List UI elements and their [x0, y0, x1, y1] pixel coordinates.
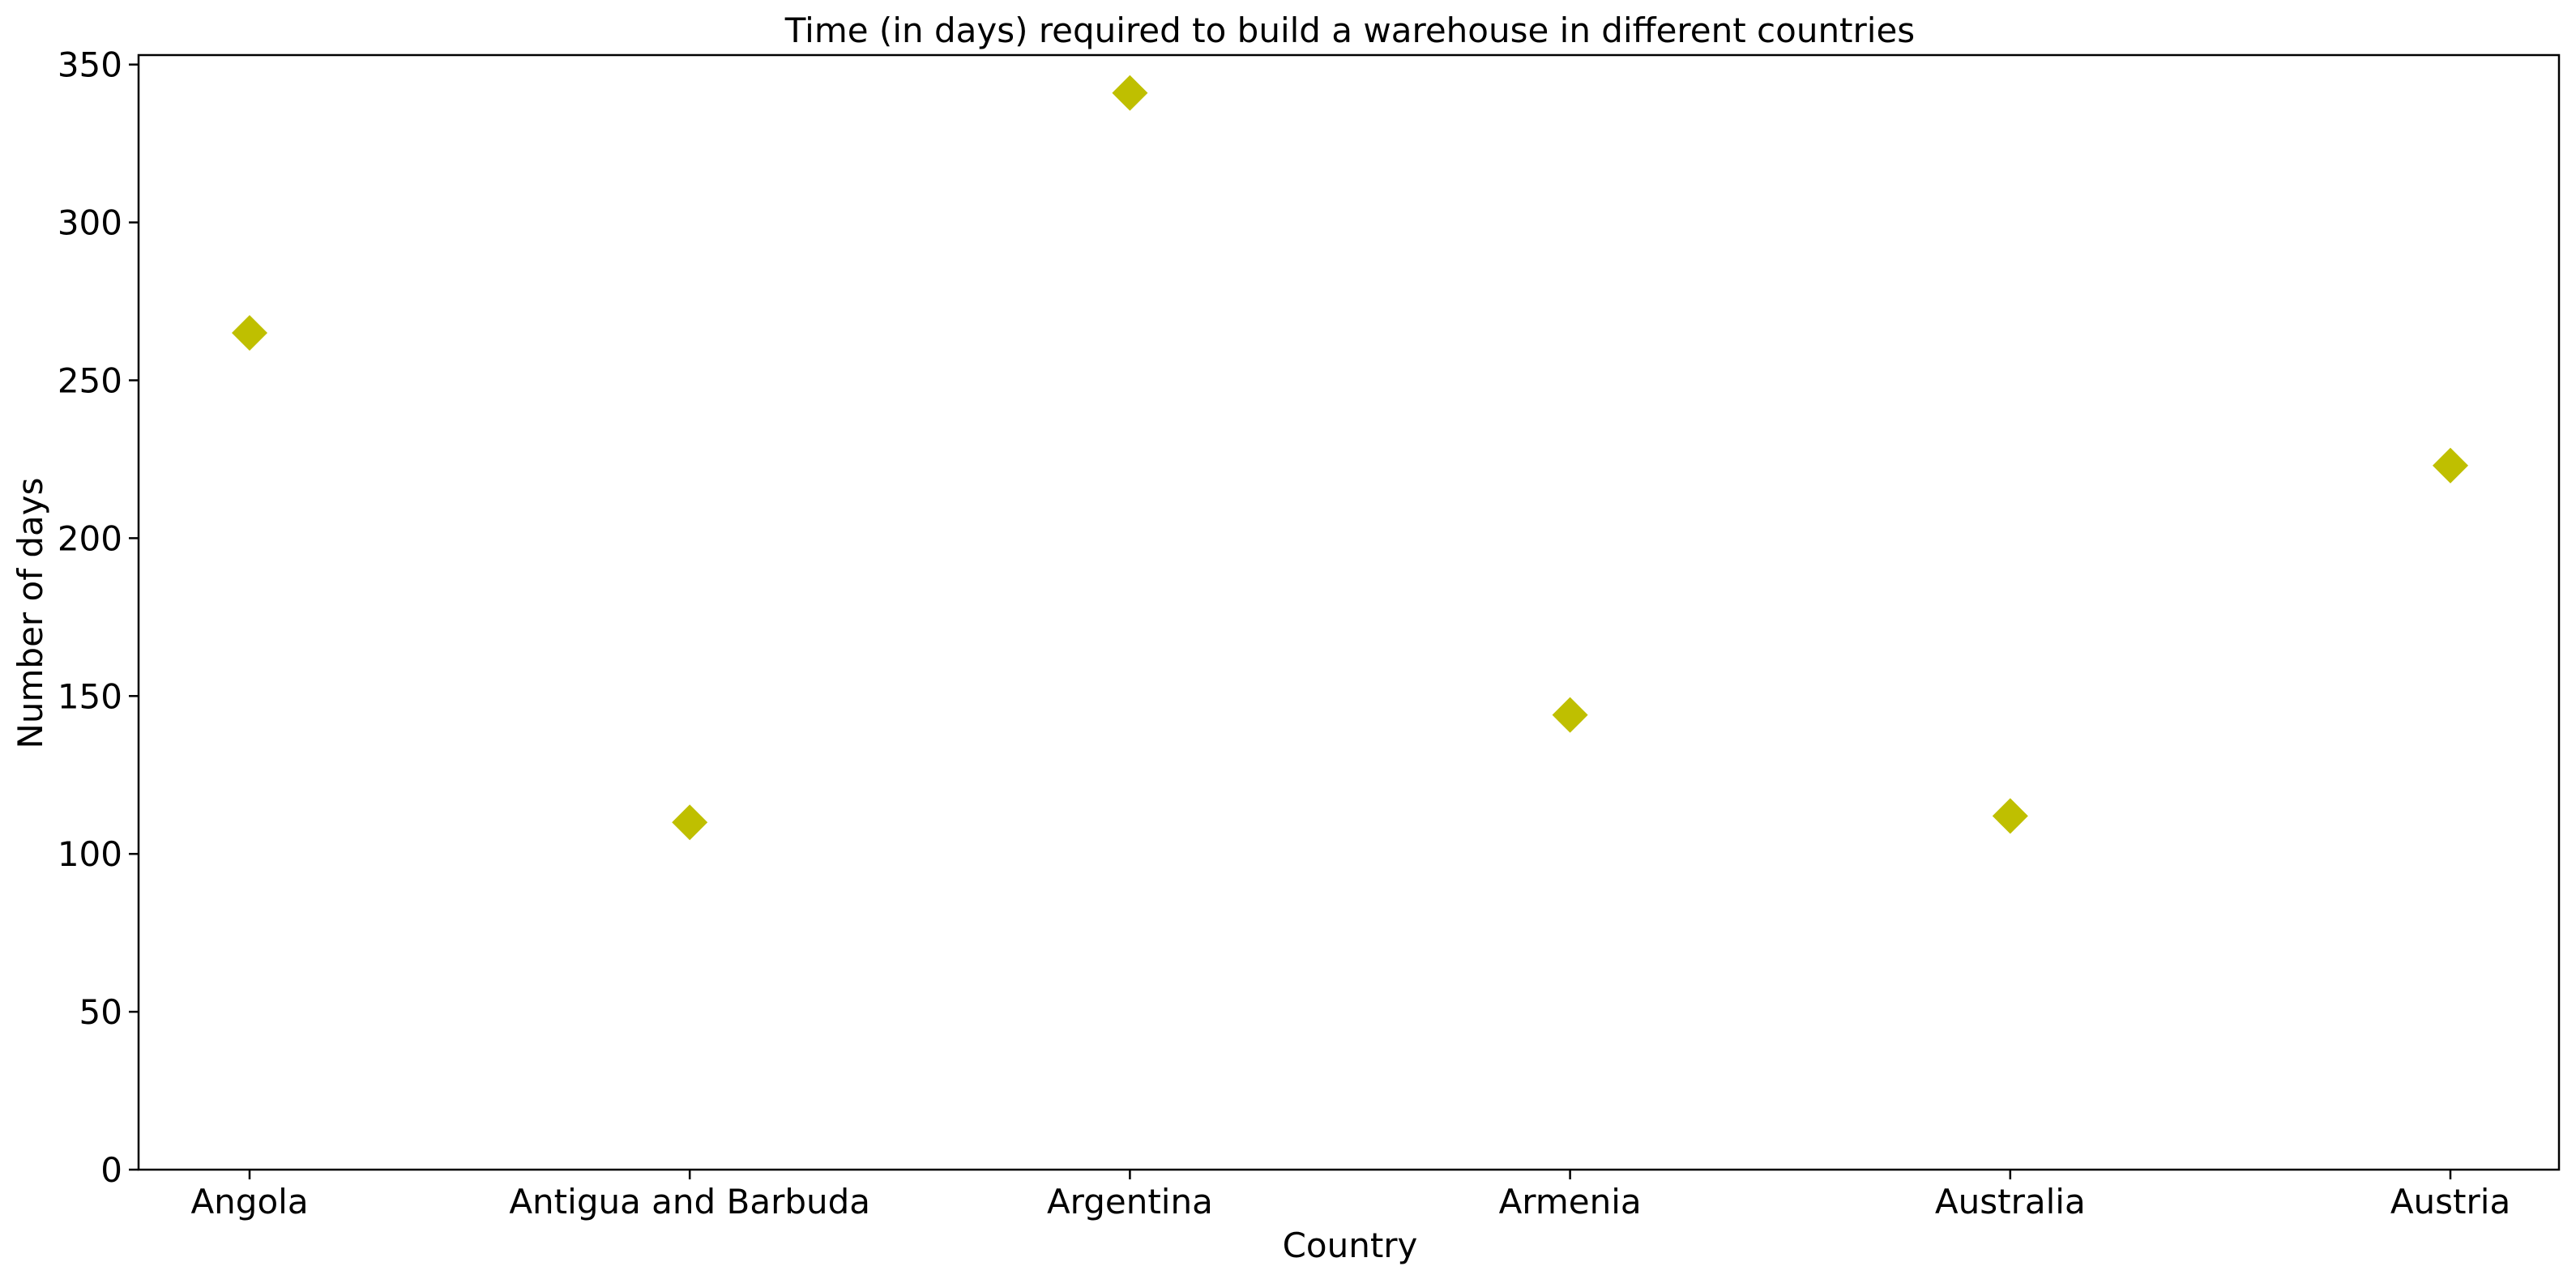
x-tick-label: Angola — [190, 1182, 308, 1221]
data-point — [1112, 75, 1148, 111]
data-point — [2433, 447, 2468, 484]
y-tick-label: 0 — [100, 1150, 122, 1190]
y-tick-label: 200 — [58, 518, 122, 558]
y-tick-label: 50 — [79, 992, 122, 1032]
x-tick-label: Austria — [2390, 1182, 2510, 1221]
y-tick-label: 150 — [58, 676, 122, 716]
y-tick-label: 300 — [58, 203, 122, 243]
x-tick-label: Argentina — [1047, 1182, 1213, 1221]
y-axis: 0 50 100 150 200 250 300 350 — [58, 45, 139, 1190]
data-point — [672, 804, 708, 841]
y-tick-label: 350 — [58, 45, 122, 85]
y-tick-label: 250 — [58, 360, 122, 400]
chart-title: Time (in days) required to build a wareh… — [784, 11, 1915, 50]
plot-area-frame — [137, 53, 2561, 1171]
y-axis-label: Number of days — [11, 477, 50, 748]
y-tick-label: 100 — [58, 834, 122, 874]
data-point — [1552, 697, 1588, 733]
data-point — [232, 315, 267, 352]
data-points — [232, 75, 2468, 841]
x-tick-label: Antigua and Barbuda — [509, 1182, 870, 1221]
x-tick-label: Australia — [1935, 1182, 2086, 1221]
data-point — [1992, 798, 2028, 834]
x-axis-label: Country — [1283, 1226, 1418, 1265]
x-axis: Angola Antigua and Barbuda Argentina Armeni… — [190, 1170, 2510, 1221]
x-tick-label: Armenia — [1499, 1182, 1642, 1221]
